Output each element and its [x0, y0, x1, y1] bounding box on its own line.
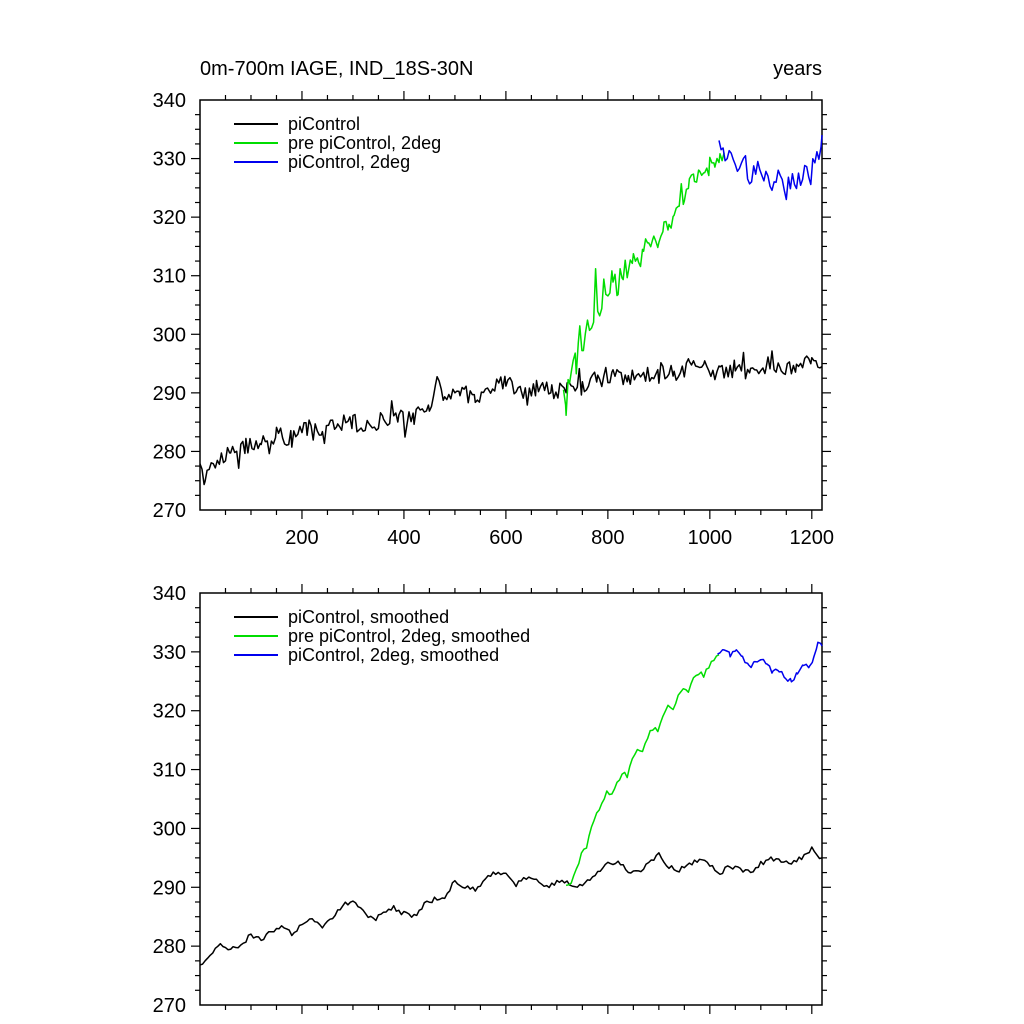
y-tick-label: 330: [153, 149, 186, 171]
legend-label-0: piControl: [288, 114, 360, 134]
x-tick-label: 200: [285, 527, 318, 549]
x-tick-label: 1000: [688, 527, 733, 549]
x-tick-label: 400: [387, 527, 420, 549]
x-tick-label: 1200: [790, 527, 835, 549]
y-tick-label: 340: [153, 90, 186, 112]
series-line-1: [565, 654, 720, 887]
bottom-chart: 270 280 290 300 310 320 330 340 piControl, smoot…: [153, 583, 831, 1017]
legend-label-1: pre piControl, 2deg, smoothed: [288, 626, 530, 646]
y-tick-label: 310: [153, 266, 186, 288]
y-tick-label: 340: [153, 583, 186, 605]
y-tick-label: 270: [153, 995, 186, 1017]
y-tick-label: 330: [153, 642, 186, 664]
legend-label-1: pre piControl, 2deg: [288, 133, 441, 153]
y-tick-label: 270: [153, 500, 186, 522]
y-tick-label: 280: [153, 441, 186, 463]
chart-title: 0m-700m IAGE, IND_18S-30N: [200, 58, 474, 80]
legend-label-0: piControl, smoothed: [288, 607, 449, 627]
legend-label-2: piControl, 2deg: [288, 152, 410, 172]
y-tick-label: 300: [153, 324, 186, 346]
top-chart: 270 280 290 300 310 320 330 340 200 400 600 800 1000…: [153, 90, 835, 549]
series-line-2: [718, 135, 823, 201]
y-tick-label: 310: [153, 760, 186, 782]
chart-units-label: years: [773, 58, 822, 80]
x-tick-label: 600: [489, 527, 522, 549]
series-line-2: [717, 641, 823, 683]
legend-label-2: piControl, 2deg, smoothed: [288, 645, 499, 665]
y-tick-label: 290: [153, 383, 186, 405]
y-tick-label: 280: [153, 936, 186, 958]
y-tick-label: 290: [153, 877, 186, 899]
series-line-0: [199, 846, 823, 966]
chart-title-row: 0m-700m IAGE, IND_18S-30N years: [200, 58, 822, 81]
series-line-1: [562, 152, 725, 417]
y-tick-label: 320: [153, 207, 186, 229]
y-tick-label: 300: [153, 818, 186, 840]
series-line-0: [199, 350, 823, 486]
x-tick-label: 800: [591, 527, 624, 549]
y-tick-label: 320: [153, 701, 186, 723]
